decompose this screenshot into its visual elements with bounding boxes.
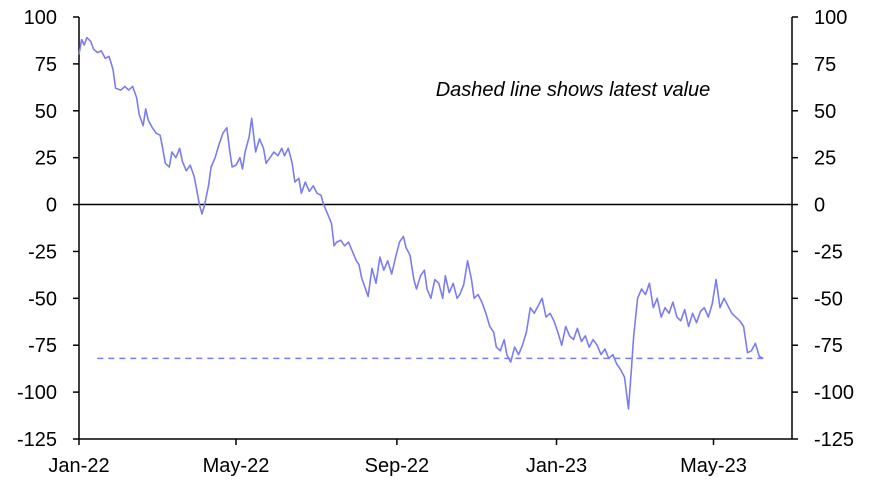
plot-area [78,36,764,410]
right-y-tick-label: 75 [814,54,836,76]
x-tick-label: Sep-22 [365,455,430,477]
left-y-tick-label: -100 [17,382,57,404]
right-y-tick-label: 50 [814,101,836,123]
right-y-tick-label: -50 [814,288,843,310]
left-y-tick-label: -50 [28,288,57,310]
right-y-tick-label: -100 [814,382,854,404]
right-y-tick-label: 0 [814,195,825,217]
right-y-tick-label: -25 [814,241,843,263]
right-y-tick-label: 25 [814,148,836,170]
left-y-tick-label: 75 [35,54,57,76]
x-tick-label: May-22 [203,455,270,477]
chart-annotation: Dashed line shows latest value [436,79,711,101]
x-tick-label: Jan-22 [48,455,109,477]
x-tick-label: May-23 [680,455,747,477]
left-y-tick-label: 25 [35,148,57,170]
right-y-tick-label: -125 [814,429,854,451]
left-y-tick-label: 50 [35,101,57,123]
left-y-tick-label: 100 [24,7,57,29]
left-y-tick-label: -75 [28,335,57,357]
left-y-tick-label: -125 [17,429,57,451]
left-y-tick-label: 0 [46,195,57,217]
series-line [78,36,764,410]
x-tick-label: Jan-23 [526,455,587,477]
right-y-tick-label: -75 [814,335,843,357]
right-y-tick-label: 100 [814,7,847,29]
axes: 100 100 75 75 50 50 25 25 0 0 -25 -25 -50 -50 -75 -75 -1… [17,7,854,477]
left-y-tick-label: -25 [28,241,57,263]
